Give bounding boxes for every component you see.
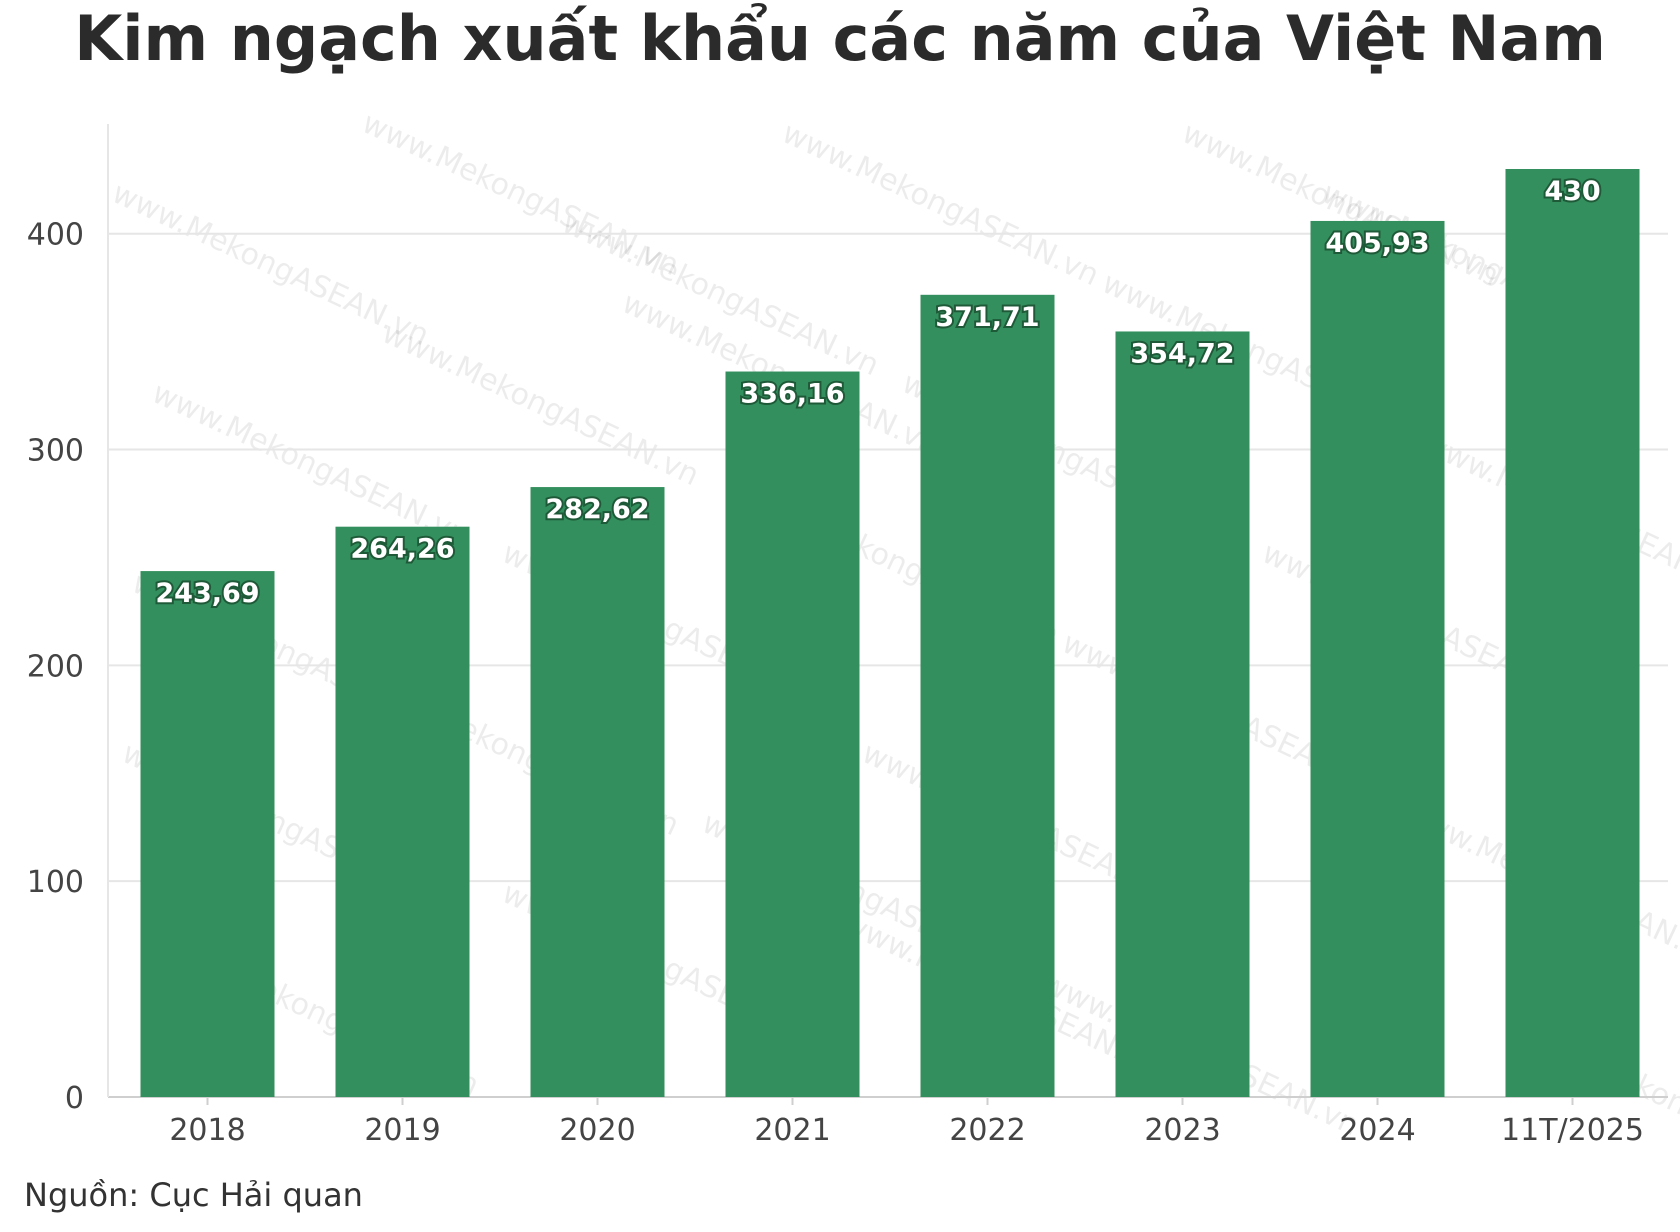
bar-value-label: 336,16	[740, 379, 844, 410]
bar-value-label: 264,26	[350, 534, 454, 565]
bar-value-label: 371,71	[935, 302, 1039, 333]
bar-value-label: 354,72	[1130, 338, 1234, 369]
x-tick-label: 2022	[949, 1113, 1025, 1148]
bar-value-labels: 243,69 264,26 282,62 336,16 371,71 354,72 405,…	[153, 174, 1602, 611]
y-tick-label: 300	[27, 434, 84, 469]
bar-chart: www.MekongASEAN.vnwww.MekongASEAN.vnwww.…	[27, 106, 1680, 1170]
source-note: Nguồn: Cục Hải quan	[24, 1176, 363, 1214]
bar	[725, 371, 860, 1097]
bar-value-label: 430	[1544, 176, 1600, 207]
y-tick-label: 400	[27, 218, 84, 253]
watermark-text: www.MekongASEAN.vn	[377, 316, 705, 494]
y-axis-tick-labels: 0 100 200 300 400	[27, 218, 84, 1116]
bar	[335, 526, 470, 1097]
bar	[530, 487, 665, 1097]
bar	[1310, 220, 1445, 1097]
y-tick-label: 100	[27, 865, 84, 900]
y-tick-label: 0	[65, 1081, 84, 1116]
x-tick-label: 2024	[1339, 1113, 1415, 1148]
x-tick-label: 2023	[1144, 1113, 1220, 1148]
watermark-text: www.MekongASEAN.vn	[147, 376, 475, 554]
bar-value-label: 243,69	[155, 578, 259, 609]
x-tick-label: 2019	[364, 1113, 440, 1148]
bars	[140, 169, 1640, 1098]
x-tick-label: 2020	[559, 1113, 635, 1148]
chart-title: Kim ngạch xuất khẩu các năm của Việt Nam	[74, 2, 1606, 75]
watermark-text: www.MekongASEAN.vn	[777, 116, 1105, 294]
x-tick-label: 2021	[754, 1113, 830, 1148]
y-tick-label: 200	[27, 649, 84, 684]
bar	[140, 571, 275, 1097]
x-tick-label: 2018	[169, 1113, 245, 1148]
watermark-text: www.MekongASEAN.vn	[107, 176, 435, 354]
bar	[1505, 169, 1640, 1097]
x-axis-tick-labels: 2018 2019 2020 2021 2022 2023 2024 11T/2025	[169, 1097, 1644, 1148]
x-tick-label: 11T/2025	[1501, 1113, 1644, 1148]
bar-value-label: 405,93	[1325, 228, 1429, 259]
bar	[1115, 331, 1250, 1098]
bar-value-label: 282,62	[545, 494, 649, 525]
bar	[920, 294, 1055, 1097]
